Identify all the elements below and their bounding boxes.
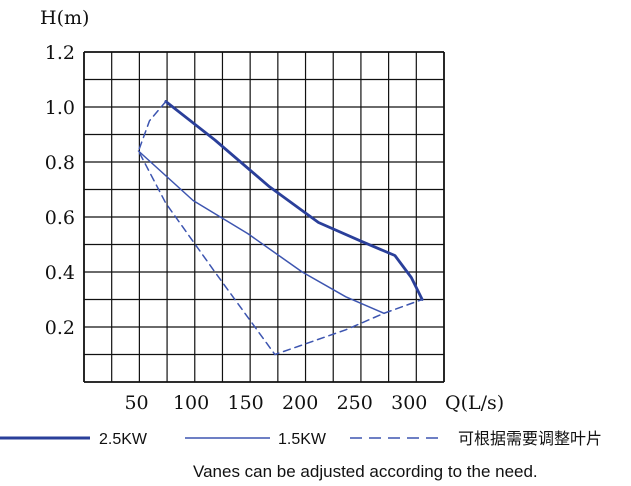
x-tick-label: 250 (337, 392, 373, 414)
series-line-2 (137, 100, 423, 356)
legend: 2.5KW 1.5KW 可根据需要调整叶片 (0, 430, 602, 448)
series-line-1 (137, 150, 385, 315)
grid (83, 51, 445, 383)
x-tick-label: 50 (124, 392, 148, 414)
y-tick-labels: 1.2 1.0 0.8 0.6 0.4 0.2 (45, 42, 75, 339)
x-tick-label: 100 (173, 392, 209, 414)
y-tick-label: 1.2 (45, 42, 75, 64)
x-tick-label: 150 (228, 392, 264, 414)
x-tick-label: 200 (282, 392, 318, 414)
x-tick-label: 300 (391, 392, 427, 414)
x-tick-labels: 50 100 150 200 250 300 (124, 392, 427, 414)
series-line-0 (164, 100, 424, 301)
y-tick-label: 0.2 (45, 317, 75, 339)
y-tick-label: 1.0 (45, 97, 75, 119)
y-tick-label: 0.6 (45, 207, 75, 229)
legend-label-dashed: 可根据需要调整叶片 (458, 430, 602, 448)
curves (137, 100, 424, 356)
footnote: Vanes can be adjusted according to the n… (193, 462, 538, 481)
y-axis-label: H(m) (40, 7, 89, 29)
y-tick-label: 0.4 (45, 262, 75, 284)
y-tick-label: 0.8 (45, 152, 75, 174)
legend-label-1.5kw: 1.5KW (278, 431, 327, 448)
x-axis-label: Q(L/s) (445, 392, 504, 414)
legend-label-2.5kw: 2.5KW (99, 431, 148, 448)
